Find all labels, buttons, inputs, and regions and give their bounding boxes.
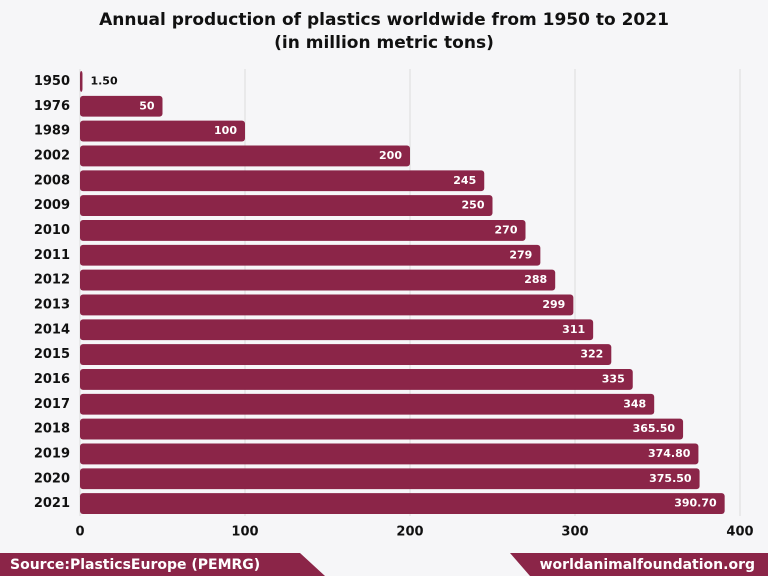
y-tick-label: 2002 xyxy=(34,148,70,163)
bar xyxy=(80,195,493,217)
y-tick-label: 2011 xyxy=(34,248,70,263)
x-tick-label: 0 xyxy=(75,525,84,540)
x-tick-label: 400 xyxy=(726,525,753,540)
y-tick-label: 1989 xyxy=(34,124,70,139)
value-label: 375.50 xyxy=(649,472,692,485)
y-tick-label: 2020 xyxy=(34,471,70,486)
y-tick-label: 2019 xyxy=(34,446,70,461)
bar xyxy=(80,493,725,515)
value-label: 335 xyxy=(602,372,625,385)
bar xyxy=(80,468,700,490)
value-label: 200 xyxy=(379,149,402,162)
value-label: 279 xyxy=(509,248,532,261)
bar xyxy=(80,244,541,266)
bar xyxy=(80,393,655,415)
value-label: 390.70 xyxy=(674,497,717,510)
value-label: 1.50 xyxy=(90,74,117,87)
y-tick-label: 2009 xyxy=(34,198,70,213)
y-tick-label: 2013 xyxy=(34,297,70,312)
y-tick-label: 2017 xyxy=(34,397,70,412)
bar xyxy=(80,95,163,117)
value-label: 322 xyxy=(580,348,603,361)
bar xyxy=(80,294,574,316)
bar xyxy=(80,344,612,366)
value-label: 245 xyxy=(453,174,476,187)
y-tick-label: 2021 xyxy=(34,496,70,511)
chart-title: Annual production of plastics worldwide … xyxy=(99,10,669,30)
bar xyxy=(80,269,556,291)
y-tick-label: 2016 xyxy=(34,372,70,387)
bar xyxy=(80,70,83,92)
source-banner xyxy=(0,553,325,576)
y-tick-label: 2008 xyxy=(34,173,70,188)
bar xyxy=(80,443,699,465)
y-tick-label: 1950 xyxy=(34,74,70,89)
value-label: 311 xyxy=(562,323,585,336)
website: worldanimalfoundation.org xyxy=(540,557,755,573)
bar xyxy=(80,418,684,440)
website-banner xyxy=(510,553,768,576)
y-tick-label: 2015 xyxy=(34,347,70,362)
bar xyxy=(80,120,245,142)
value-label: 365.50 xyxy=(633,422,676,435)
value-label: 374.80 xyxy=(648,447,691,460)
source: Source:PlasticsEurope (PEMRG) xyxy=(10,557,260,573)
chart-subtitle: (in million metric tons) xyxy=(274,33,494,53)
value-label: 299 xyxy=(542,298,565,311)
x-tick-label: 300 xyxy=(561,525,588,540)
value-label: 250 xyxy=(462,199,485,212)
value-label: 288 xyxy=(524,273,547,286)
value-label: 348 xyxy=(623,397,646,410)
y-tick-label: 1976 xyxy=(34,99,70,114)
value-label: 100 xyxy=(214,124,237,137)
y-tick-label: 2012 xyxy=(34,273,70,288)
bar xyxy=(80,368,633,390)
bar xyxy=(80,145,410,167)
bar xyxy=(80,319,594,341)
value-label: 270 xyxy=(495,223,518,236)
value-label: 50 xyxy=(139,99,155,112)
x-tick-label: 200 xyxy=(396,525,423,540)
bar xyxy=(80,170,485,192)
y-tick-label: 2018 xyxy=(34,422,70,437)
y-tick-label: 2014 xyxy=(34,322,70,337)
bar xyxy=(80,219,526,241)
y-tick-label: 2010 xyxy=(34,223,70,238)
x-tick-label: 100 xyxy=(231,525,258,540)
